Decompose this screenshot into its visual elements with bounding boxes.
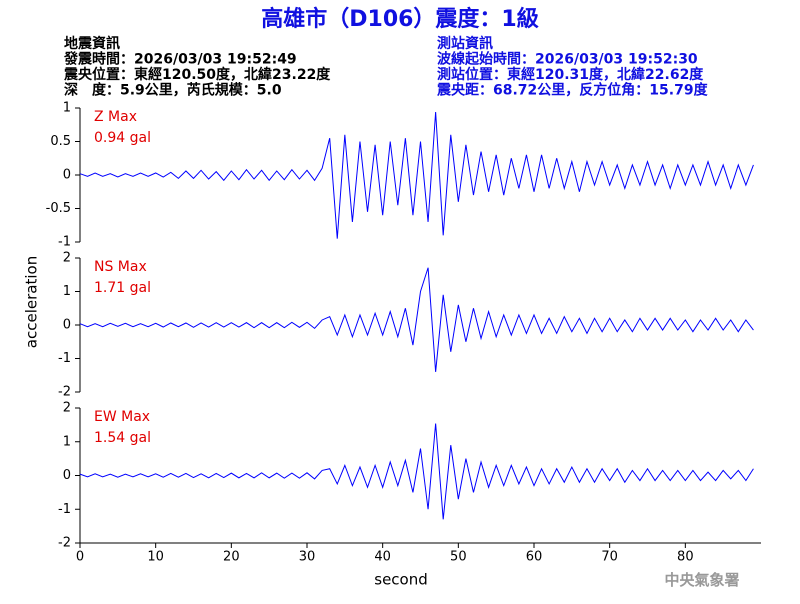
y-tick-label: -1 — [58, 351, 71, 366]
waveform — [79, 267, 754, 372]
info-left: 深 度：5.9公里，芮氏規模：5.0 — [64, 82, 282, 99]
waveform — [79, 423, 754, 520]
y-tick-label: -1 — [58, 502, 71, 517]
x-tick-label: 10 — [147, 550, 164, 565]
y-tick-label: -2 — [58, 385, 71, 400]
y-tick-label: 1 — [63, 434, 71, 449]
y-tick-label: 0 — [63, 168, 71, 183]
y-tick-label: 0 — [63, 468, 71, 483]
y-tick-label: 0.5 — [50, 134, 71, 149]
info-left: 地震資訊 — [64, 35, 120, 52]
annotation: EW Max — [94, 409, 150, 425]
annotation: 1.54 gal — [94, 430, 151, 446]
info-right: 測站位置：東經120.31度，北緯22.62度 — [437, 66, 704, 83]
y-tick-label: 0 — [63, 318, 71, 333]
y-tick-label: 1 — [63, 284, 71, 299]
x-tick-label: 30 — [299, 550, 316, 565]
waveform — [79, 111, 754, 239]
x-tick-label: 50 — [450, 550, 467, 565]
x-tick-label: 60 — [526, 550, 543, 565]
info-right: 波線起始時間：2026/03/03 19:52:30 — [437, 51, 698, 68]
info-left: 發震時間：2026/03/03 19:52:49 — [63, 51, 297, 68]
x-tick-label: 70 — [601, 550, 618, 565]
y-axis-label: acceleration — [23, 256, 41, 348]
annotation: Z Max — [94, 109, 137, 125]
y-tick-label: -1 — [58, 235, 71, 250]
y-tick-label: -0.5 — [46, 201, 71, 216]
annotation: NS Max — [94, 259, 147, 275]
y-tick-label: 2 — [63, 401, 71, 416]
y-tick-label: 2 — [63, 251, 71, 266]
y-tick-label: -2 — [58, 536, 71, 551]
annotation: 1.71 gal — [94, 280, 151, 296]
info-left: 震央位置：東經120.50度，北緯23.22度 — [63, 66, 331, 83]
y-tick-label: 1 — [63, 101, 71, 116]
x-tick-label: 0 — [76, 550, 84, 565]
info-right: 震央距：68.72公里，反方位角：15.79度 — [436, 82, 709, 99]
x-axis-label: second — [374, 571, 428, 589]
x-tick-label: 20 — [223, 550, 240, 565]
info-right: 測站資訊 — [437, 35, 493, 52]
x-tick-label: 40 — [374, 550, 391, 565]
watermark: 中央氣象署 — [664, 571, 739, 589]
annotation: 0.94 gal — [94, 130, 151, 146]
title: 高雄市（D106）震度：1級 — [261, 6, 539, 32]
x-tick-label: 80 — [677, 550, 694, 565]
